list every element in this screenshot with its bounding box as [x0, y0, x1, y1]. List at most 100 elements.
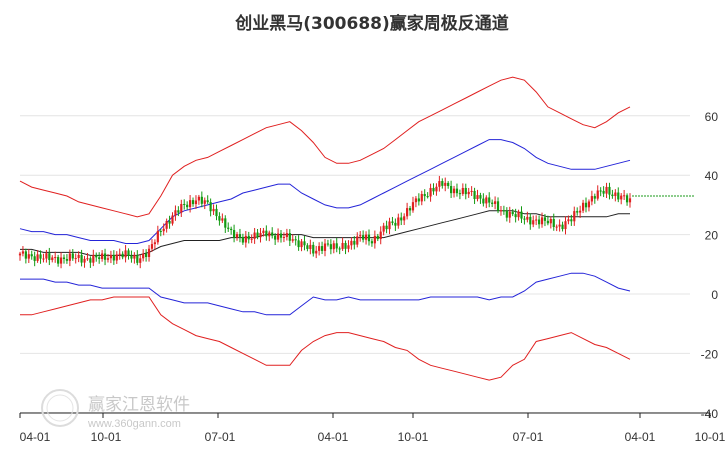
candle-body	[282, 237, 286, 239]
x-tick-label: 07-01	[513, 430, 544, 444]
candle-body	[215, 208, 218, 217]
candle-body	[18, 253, 22, 256]
candle-body	[382, 225, 385, 232]
candle-body	[555, 226, 558, 228]
band-lines	[19, 76, 631, 381]
candle-body	[186, 204, 189, 208]
candle-body	[584, 202, 588, 208]
candle-body	[77, 254, 80, 259]
candle-body	[92, 255, 95, 263]
candle-body	[194, 200, 198, 205]
candle-body	[115, 254, 118, 261]
candle-body	[549, 218, 552, 224]
candle-body	[499, 210, 503, 212]
candle-body	[435, 186, 438, 192]
candle-body	[329, 244, 332, 250]
candle-body	[467, 191, 470, 195]
candle-body	[241, 236, 244, 243]
candle-body	[203, 200, 206, 204]
candle-body	[274, 235, 277, 240]
candle-body	[359, 235, 362, 237]
candle-body	[74, 258, 77, 260]
candle-body	[444, 182, 447, 186]
candle-body	[432, 187, 435, 192]
candle-body	[218, 216, 221, 221]
candle-body	[332, 243, 335, 250]
candle-body	[59, 257, 63, 264]
candle-body	[605, 186, 608, 194]
candle-body	[300, 241, 303, 248]
watermark-logo-inner	[46, 394, 74, 422]
watermark-url: www.360gann.com	[87, 418, 181, 430]
candle-body	[447, 182, 450, 187]
candle-body	[379, 231, 382, 240]
candle-body	[455, 188, 459, 194]
gridlines	[20, 115, 690, 414]
candle-body	[285, 233, 288, 238]
candle-body	[476, 195, 479, 200]
candle-body	[315, 250, 318, 254]
y-axis-ticks: 60 40 20 0 -20 -40	[701, 110, 719, 421]
candle-body	[24, 251, 27, 259]
candle-body	[420, 193, 423, 202]
candle-body	[235, 234, 239, 238]
x-axis: 04-01 10-01 07-01 04-01 10-01 07-01 04-01 10-01	[19, 412, 726, 444]
candle-body	[36, 254, 39, 261]
candle-body	[338, 248, 341, 250]
candle-body	[312, 244, 315, 254]
candle-body	[362, 235, 365, 240]
candle-body	[133, 255, 136, 259]
candle-body	[183, 203, 186, 205]
candle-body	[347, 245, 350, 249]
candle-body	[124, 250, 127, 258]
candle-body	[526, 216, 529, 220]
candle-body	[464, 187, 467, 195]
candle-body	[54, 257, 57, 259]
candle-body	[593, 196, 596, 199]
candle-body	[602, 190, 605, 194]
candle-body	[244, 235, 247, 243]
candle-body	[367, 234, 371, 242]
y-tick-label: 60	[705, 110, 719, 124]
candle-body	[147, 248, 151, 258]
x-tick-label: 04-01	[625, 430, 656, 444]
candle-body	[452, 188, 456, 194]
candle-body	[364, 234, 368, 240]
candle-body	[45, 253, 48, 259]
candle-body	[511, 211, 514, 215]
candle-body	[438, 181, 441, 187]
candle-body	[153, 242, 157, 245]
x-tick-label: 10-01	[91, 430, 122, 444]
candle-body	[112, 254, 115, 261]
candle-body	[561, 224, 564, 230]
candle-body	[71, 253, 74, 259]
candle-body	[68, 253, 71, 261]
y-tick-label: 20	[705, 229, 719, 243]
candle-body	[95, 255, 98, 258]
candle-body	[238, 234, 242, 237]
candle-body	[51, 257, 54, 261]
watermark: 赢家江恩软件 www.360gann.com	[41, 389, 190, 430]
candle-body	[625, 195, 629, 203]
candle-body	[543, 217, 547, 221]
candle-body	[27, 254, 30, 259]
candle-body	[200, 196, 203, 204]
candle-body	[587, 201, 591, 208]
candle-body	[376, 235, 379, 240]
candle-body	[206, 200, 209, 203]
candle-body	[458, 193, 462, 195]
candlesticks	[18, 175, 632, 269]
y-tick-label: 40	[705, 169, 719, 183]
candle-body	[212, 208, 215, 212]
candle-body	[159, 231, 162, 233]
candle-body	[488, 197, 491, 203]
candle-body	[247, 235, 250, 240]
candle-body	[30, 254, 33, 257]
candle-body	[611, 194, 614, 197]
x-tick-label: 04-01	[318, 430, 349, 444]
candle-body	[537, 219, 541, 225]
candle-body	[482, 198, 485, 204]
candle-body	[414, 198, 418, 203]
candle-body	[479, 195, 482, 199]
